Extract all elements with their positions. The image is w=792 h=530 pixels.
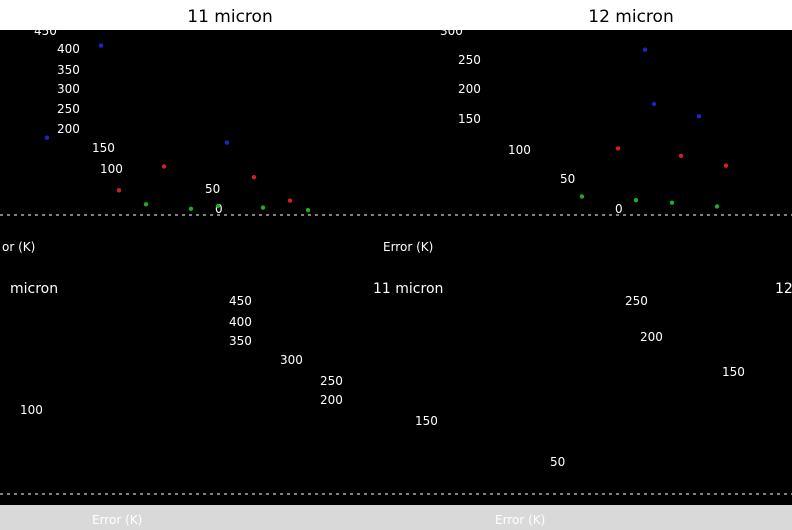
tick-150-lower: 150 <box>415 414 438 428</box>
tick-150-lower-right: 150 <box>722 365 745 379</box>
tick-300: 300 <box>57 82 80 96</box>
scatter-point <box>714 204 720 209</box>
upper-right-ticks: 300 250 200 150 100 50 0 <box>440 24 623 216</box>
error-label-bottom-2: Error (K) <box>495 513 545 527</box>
tick-0: 0 <box>215 202 223 216</box>
tick-400: 400 <box>57 42 80 56</box>
tick-50-right: 50 <box>560 172 575 186</box>
tick-450-lower: 450 <box>229 294 252 308</box>
tick-250-lower-right: 250 <box>625 294 648 308</box>
micron-fragment-mid: 11 micron <box>373 281 443 297</box>
tick-50: 50 <box>205 182 220 196</box>
scatter-point <box>615 146 621 151</box>
lower-left-ticks: 450 400 350 300 250 200 150 100 50 <box>20 294 565 469</box>
error-label-mid: Error (K) <box>383 240 433 254</box>
scatter-point <box>44 135 50 140</box>
tick-200: 200 <box>57 122 80 136</box>
scatter-point <box>669 200 675 205</box>
tick-0-right: 0 <box>615 202 623 216</box>
scatter-point <box>696 114 702 119</box>
panel-title-12-micron: 12 micron <box>588 7 673 27</box>
tick-200-right: 200 <box>458 82 481 96</box>
tick-400-lower: 400 <box>229 315 252 329</box>
upper-left-ticks: 450 400 350 300 250 200 150 100 50 0 <box>34 24 223 216</box>
scatter-point <box>633 198 639 203</box>
bottom-band <box>0 505 792 530</box>
tick-150-right: 150 <box>458 112 481 126</box>
tick-200-lower-right: 200 <box>640 330 663 344</box>
scatter-point <box>260 205 266 210</box>
scatter-marks-11-micron <box>44 43 311 213</box>
tick-250-right: 250 <box>458 53 481 67</box>
lower-right-ticks: 250 200 150 <box>625 294 745 379</box>
tick-50-lower: 50 <box>550 455 565 469</box>
tick-100-right: 100 <box>508 143 531 157</box>
scatter-point <box>188 206 194 211</box>
panel-title-11-micron: 11 micron <box>187 7 272 27</box>
scatter-point <box>651 101 657 107</box>
scatter-point <box>723 163 729 168</box>
scatter-point <box>305 207 311 213</box>
micron-fragment-right: 12 <box>775 281 792 297</box>
tick-150: 150 <box>92 141 115 155</box>
scatter-point <box>287 198 293 203</box>
tick-350-lower: 350 <box>229 334 252 348</box>
tick-100: 100 <box>100 162 123 176</box>
scatter-point <box>251 175 257 180</box>
scatter-point <box>143 202 149 207</box>
tick-100-lower: 100 <box>20 403 43 417</box>
micron-fragment-left: micron <box>10 281 58 297</box>
scatter-point <box>224 140 230 145</box>
error-label-bottom-1: Error (K) <box>92 513 142 527</box>
tick-200-lower: 200 <box>320 393 343 407</box>
tick-300-right: 300 <box>440 24 463 38</box>
tick-300-lower: 300 <box>280 353 303 367</box>
scatter-point <box>98 43 104 48</box>
scatter-point <box>116 188 122 193</box>
tick-450: 450 <box>34 24 57 38</box>
tick-250: 250 <box>57 102 80 116</box>
tick-250-lower: 250 <box>320 374 343 388</box>
scatter-marks-12-micron <box>579 47 729 209</box>
scatter-point <box>161 164 167 169</box>
tick-350: 350 <box>57 63 80 77</box>
scatter-point <box>678 153 684 158</box>
scatter-point <box>215 203 221 209</box>
title-band <box>0 0 792 30</box>
scatter-point <box>579 194 585 199</box>
scatter-point <box>642 47 648 52</box>
error-label-left: or (K) <box>2 240 35 254</box>
